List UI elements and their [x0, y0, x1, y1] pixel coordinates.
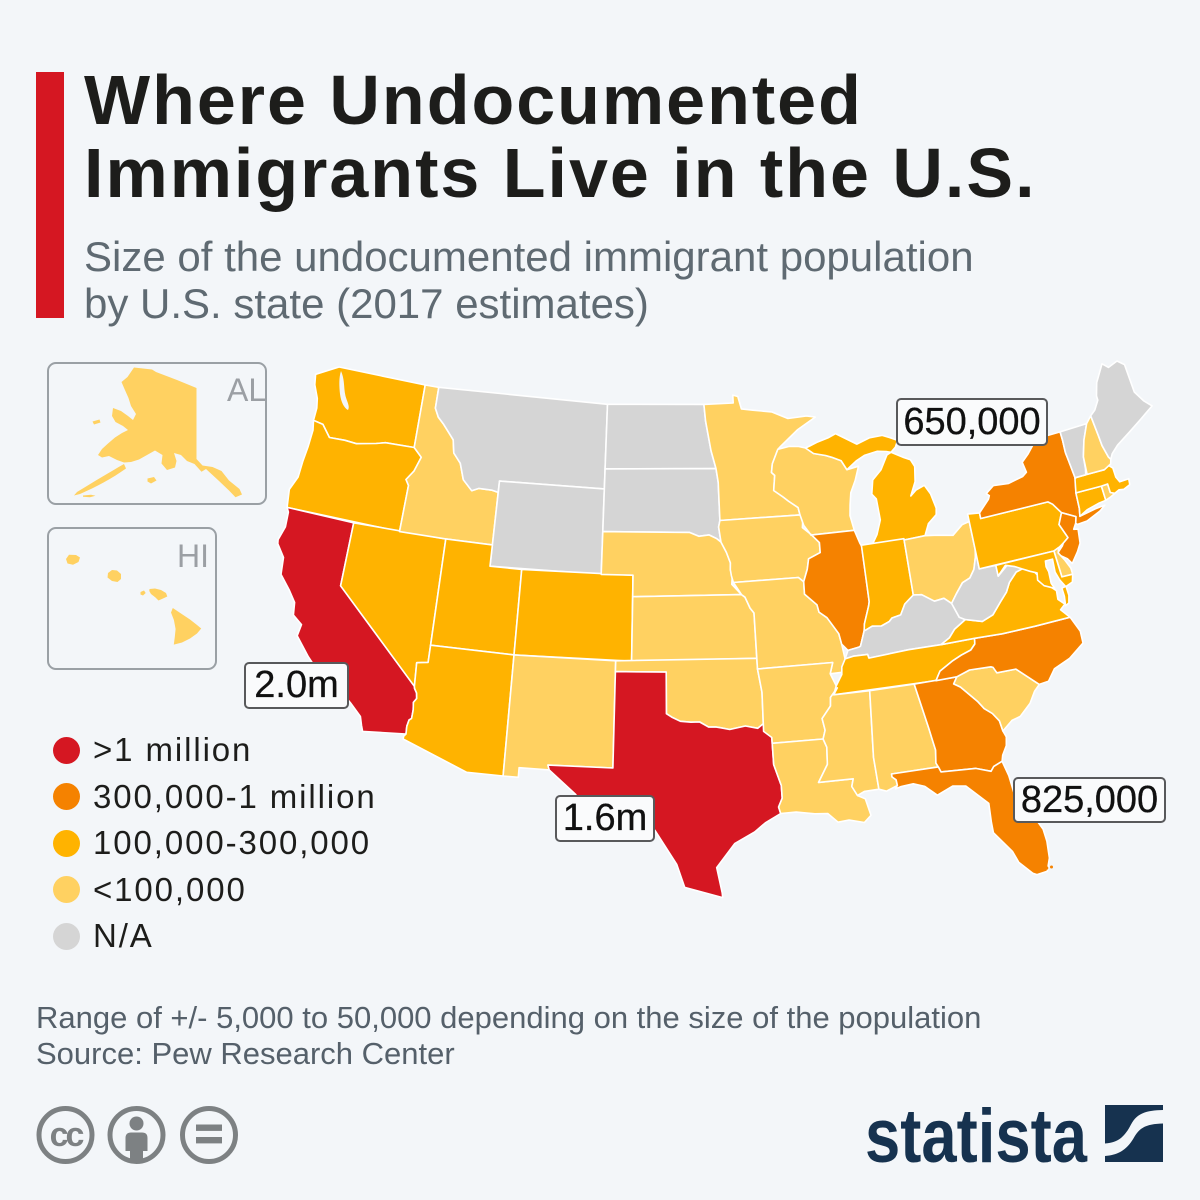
svg-text:cc: cc: [50, 1116, 84, 1154]
svg-text:statista: statista: [865, 1095, 1088, 1175]
